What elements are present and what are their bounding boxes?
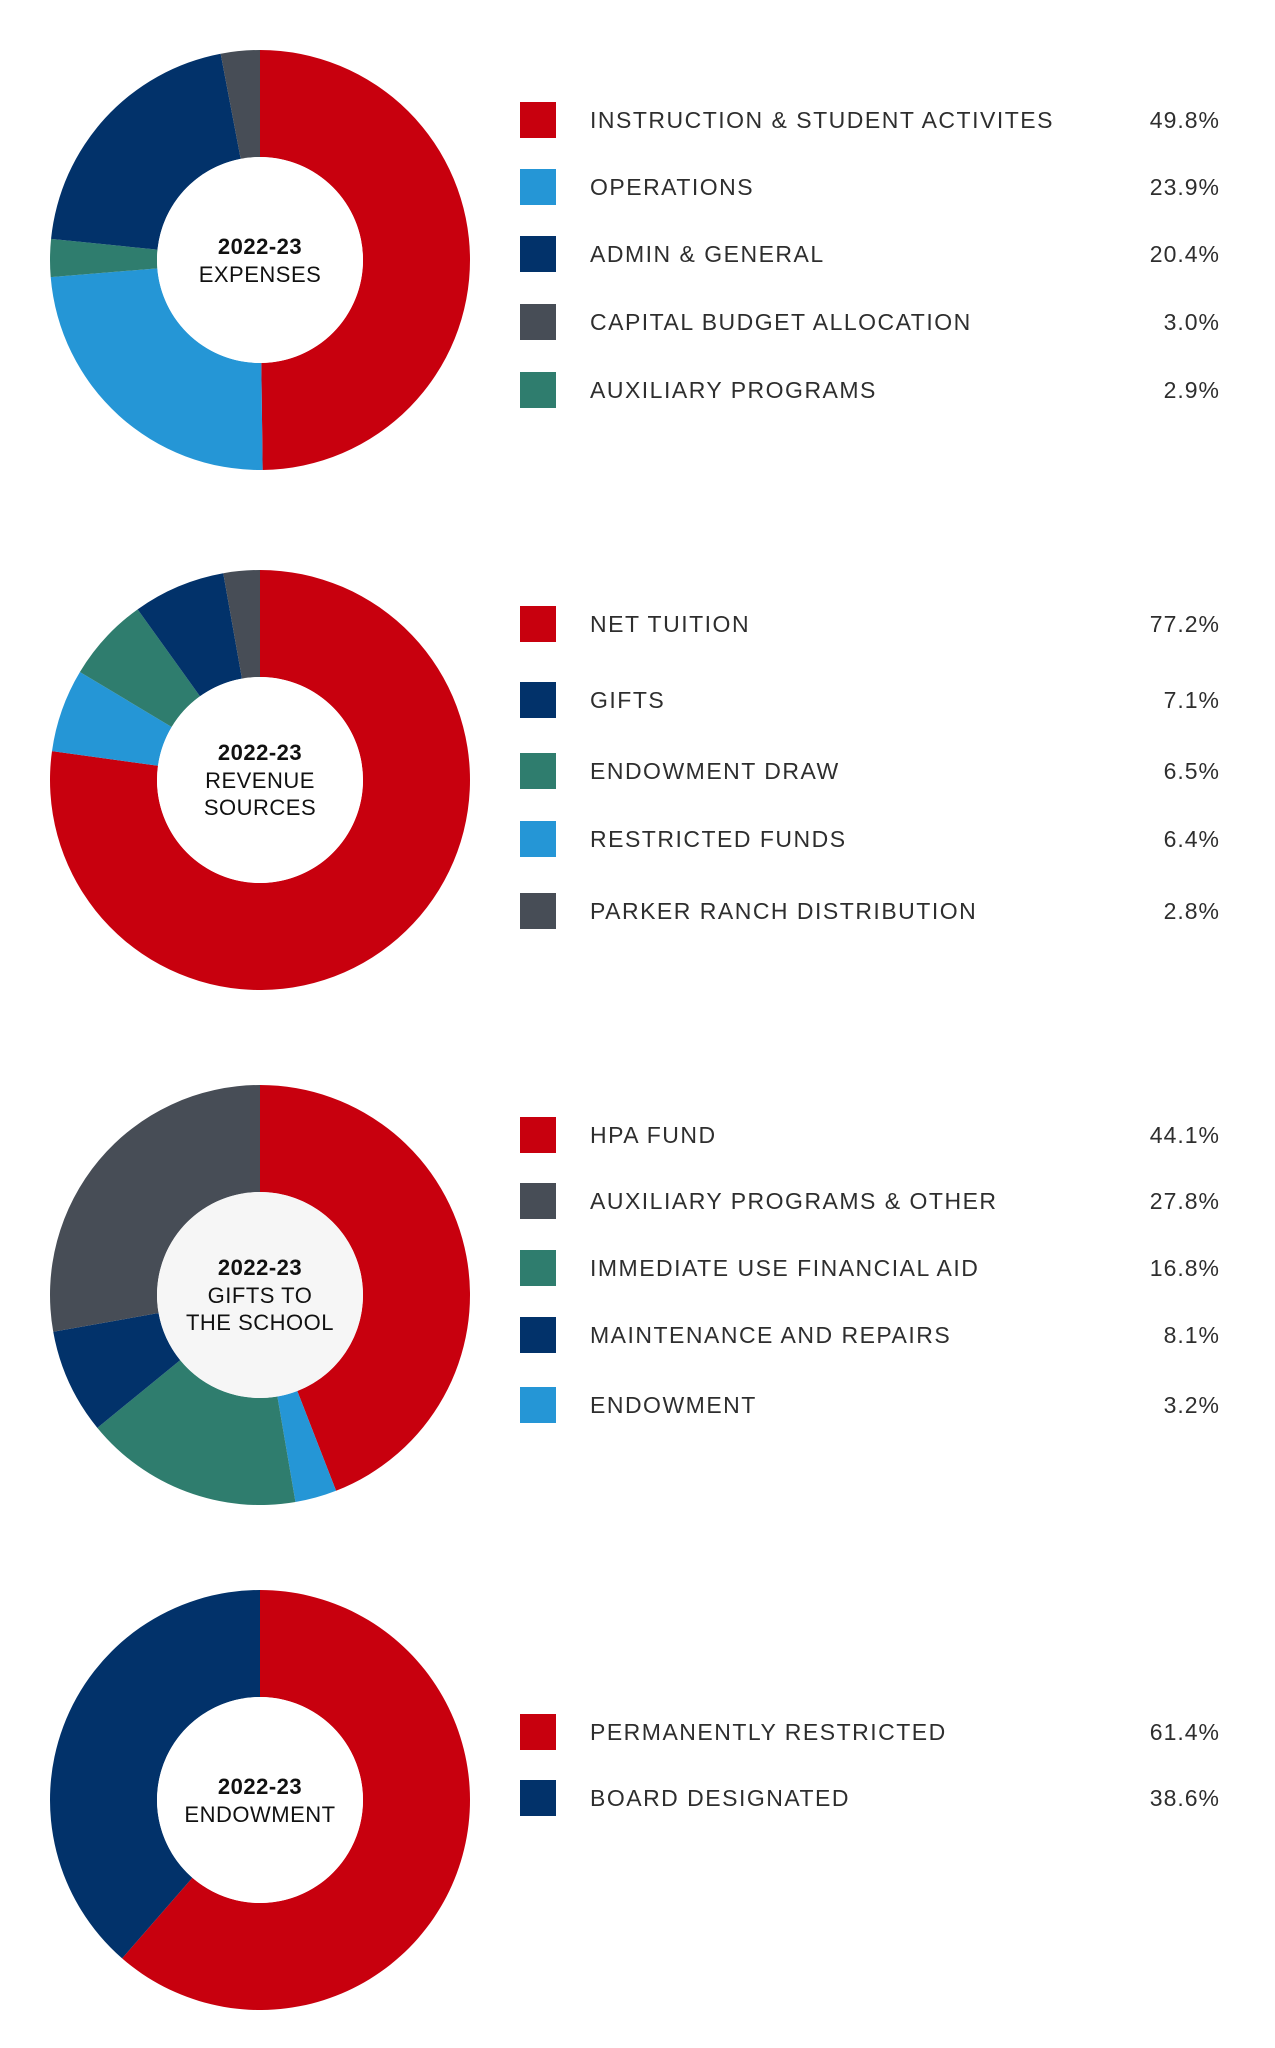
slice-permanently-restricted xyxy=(122,1590,471,2010)
legend-item: MAINTENANCE AND REPAIRS 8.1% xyxy=(520,1315,1220,1355)
legend-swatch xyxy=(520,236,556,272)
legend-value: 20.4% xyxy=(1149,241,1220,267)
legend-label: PERMANENTLY RESTRICTED xyxy=(590,1719,947,1745)
legend-value: 3.0% xyxy=(1163,309,1220,335)
donut-hole xyxy=(157,157,363,363)
legend-label: ENDOWMENT xyxy=(590,1392,757,1418)
legend-label: CAPITAL BUDGET ALLOCATION xyxy=(590,309,972,335)
legend-label: INSTRUCTION & STUDENT ACTIVITES xyxy=(590,107,1054,133)
slice-gifts xyxy=(137,573,242,697)
legend-item: ENDOWMENT 3.2% xyxy=(520,1385,1220,1425)
slice-endowment xyxy=(277,1391,337,1502)
slice-immediate-use-financial-aid xyxy=(97,1360,296,1505)
legend-value: 6.5% xyxy=(1163,758,1220,784)
legend-value: 44.1% xyxy=(1149,1122,1220,1148)
legend-value: 2.8% xyxy=(1163,898,1220,924)
legend-label: HPA FUND xyxy=(590,1122,717,1148)
legend-label: OPERATIONS xyxy=(590,174,755,200)
slice-maintenance-and-repairs xyxy=(53,1313,181,1428)
legend-label: BOARD DESIGNATED xyxy=(590,1785,850,1811)
legend-value: 27.8% xyxy=(1149,1188,1220,1214)
donut-hole xyxy=(157,1697,363,1903)
legend-item: IMMEDIATE USE FINANCIAL AID 16.8% xyxy=(520,1248,1220,1288)
legend-label: PARKER RANCH DISTRIBUTION xyxy=(590,898,978,924)
legend-label: GIFTS xyxy=(590,687,666,713)
legend-value: 61.4% xyxy=(1149,1719,1220,1745)
legend-swatch xyxy=(520,893,556,929)
gifts-donut xyxy=(49,1085,470,1505)
expenses-donut xyxy=(50,50,471,470)
legend-label: RESTRICTED FUNDS xyxy=(590,826,847,852)
legend-item: CAPITAL BUDGET ALLOCATION 3.0% xyxy=(520,302,1220,342)
legend-item: BOARD DESIGNATED 38.6% xyxy=(520,1778,1220,1818)
legend-item: NET TUITION 77.2% xyxy=(520,604,1220,644)
legend-swatch xyxy=(520,1387,556,1423)
legend-swatch xyxy=(520,1117,556,1153)
slice-parker-ranch-distribution xyxy=(223,570,260,679)
legend-swatch xyxy=(520,753,556,789)
legend-value: 3.2% xyxy=(1163,1392,1220,1418)
legend-value: 2.9% xyxy=(1163,377,1220,403)
revenue-panel: 2022-23 REVENUE SOURCES NET TUITION 77.2… xyxy=(0,540,1275,990)
legend-label: MAINTENANCE AND REPAIRS xyxy=(590,1322,952,1348)
legend-swatch xyxy=(520,821,556,857)
slice-net-tuition xyxy=(49,570,471,990)
legend-swatch xyxy=(520,304,556,340)
legend-item: RESTRICTED FUNDS 6.4% xyxy=(520,819,1220,859)
slice-operations xyxy=(50,268,263,470)
legend-label: ADMIN & GENERAL xyxy=(590,241,825,267)
legend-item: INSTRUCTION & STUDENT ACTIVITES 49.8% xyxy=(520,100,1220,140)
legend-item: ENDOWMENT DRAW 6.5% xyxy=(520,751,1220,791)
legend-swatch xyxy=(520,372,556,408)
legend-label: IMMEDIATE USE FINANCIAL AID xyxy=(590,1255,980,1281)
endowment-panel: 2022-23 ENDOWMENT PERMANENTLY RESTRICTED… xyxy=(0,1560,1275,2010)
legend-value: 8.1% xyxy=(1163,1322,1220,1348)
legend-item: OPERATIONS 23.9% xyxy=(520,167,1220,207)
legend-label: AUXILIARY PROGRAMS xyxy=(590,377,877,403)
legend-value: 7.1% xyxy=(1163,687,1220,713)
revenue-donut xyxy=(49,570,471,990)
legend-item: PERMANENTLY RESTRICTED 61.4% xyxy=(520,1712,1220,1752)
legend-swatch xyxy=(520,682,556,718)
legend-swatch xyxy=(520,169,556,205)
endowment-donut xyxy=(50,1590,471,2010)
legend-swatch xyxy=(520,1183,556,1219)
legend-swatch xyxy=(520,606,556,642)
legend-swatch xyxy=(520,1714,556,1750)
legend-item: ADMIN & GENERAL 20.4% xyxy=(520,234,1220,274)
legend-swatch xyxy=(520,1317,556,1353)
legend-label: ENDOWMENT DRAW xyxy=(590,758,840,784)
slice-auxiliary-programs-and-other xyxy=(49,1085,260,1332)
legend-item: AUXILIARY PROGRAMS & OTHER 27.8% xyxy=(520,1181,1220,1221)
slice-auxiliary-programs xyxy=(50,238,158,278)
donut-hole xyxy=(157,1192,363,1398)
legend-item: PARKER RANCH DISTRIBUTION 2.8% xyxy=(520,891,1220,931)
legend-swatch xyxy=(520,102,556,138)
legend-value: 23.9% xyxy=(1149,174,1220,200)
slice-instruction-and-student-activites xyxy=(260,50,471,470)
legend-label: NET TUITION xyxy=(590,611,751,637)
slice-admin-and-general xyxy=(51,53,241,250)
legend-item: AUXILIARY PROGRAMS 2.9% xyxy=(520,370,1220,410)
legend-label: AUXILIARY PROGRAMS & OTHER xyxy=(590,1188,998,1214)
legend-value: 49.8% xyxy=(1149,107,1220,133)
legend-swatch xyxy=(520,1780,556,1816)
expenses-panel: 2022-23 EXPENSES INSTRUCTION & STUDENT A… xyxy=(0,20,1275,470)
legend-item: HPA FUND 44.1% xyxy=(520,1115,1220,1155)
slice-hpa-fund xyxy=(260,1085,470,1491)
slice-endowment-draw xyxy=(79,609,200,728)
legend-value: 6.4% xyxy=(1163,826,1220,852)
donut-hole xyxy=(157,677,363,883)
slice-capital-budget-allocation xyxy=(220,50,260,159)
legend-value: 77.2% xyxy=(1149,611,1220,637)
legend-swatch xyxy=(520,1250,556,1286)
gifts-panel: 2022-23 GIFTS TO THE SCHOOL HPA FUND 44.… xyxy=(0,1055,1275,1505)
slice-restricted-funds xyxy=(52,671,172,766)
legend-value: 38.6% xyxy=(1149,1785,1220,1811)
slice-board-designated xyxy=(50,1590,261,1959)
legend-value: 16.8% xyxy=(1149,1255,1220,1281)
legend-item: GIFTS 7.1% xyxy=(520,680,1220,720)
